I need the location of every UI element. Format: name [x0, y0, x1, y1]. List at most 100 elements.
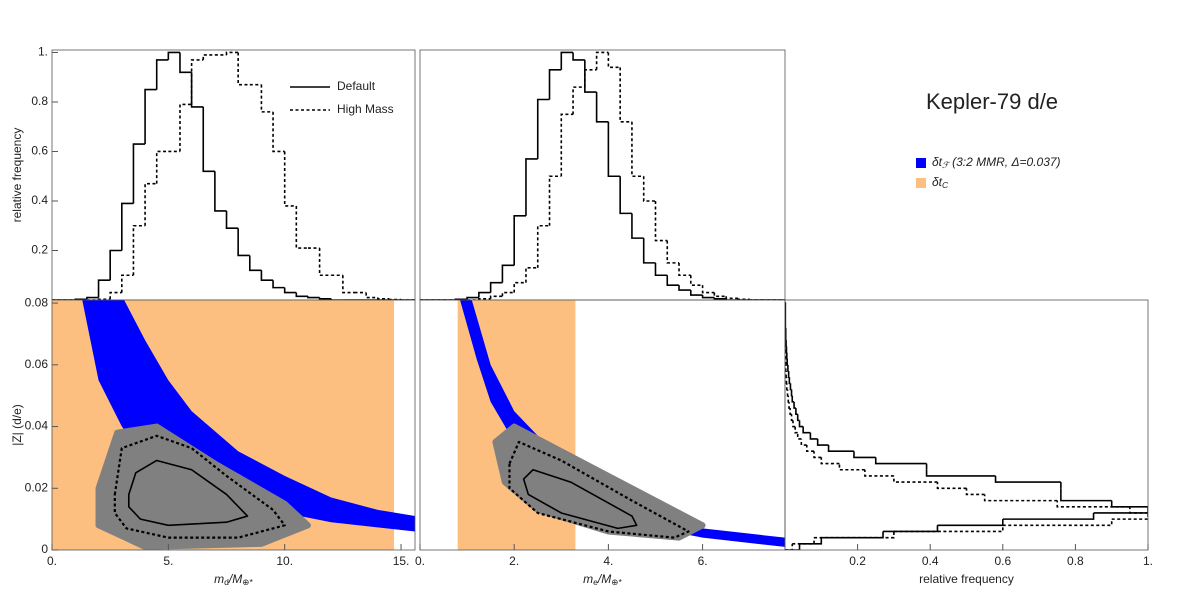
histogram-step [725, 298, 738, 300]
histogram-step [678, 285, 691, 291]
histogram-step [388, 298, 402, 300]
histogram-step [225, 51, 239, 55]
contour [522, 468, 638, 530]
histogram-step [295, 292, 308, 298]
histogram-step [799, 537, 823, 545]
histogram-step [365, 292, 378, 299]
histogram-step [1110, 500, 1148, 508]
x-tick-label: 1. [1143, 554, 1153, 568]
histogram-step [785, 543, 801, 550]
histogram-step [631, 121, 644, 178]
histogram-step [820, 457, 840, 465]
histogram-step [501, 291, 515, 297]
histogram-step [584, 69, 597, 88]
histogram-step [144, 182, 157, 226]
histogram-step [167, 51, 180, 60]
label-part: δt [932, 175, 943, 189]
y-tick-label: 0.2 [31, 243, 48, 257]
histogram-step [109, 291, 122, 300]
histogram-step [283, 287, 297, 294]
x-tick-label: 15. [393, 554, 410, 568]
histogram-step [794, 426, 798, 434]
histogram-step [737, 298, 750, 300]
y-axis-label: |Z| (d/e) [10, 404, 24, 446]
histogram-step [202, 106, 215, 173]
histogram-step [690, 290, 703, 296]
histogram-step [489, 295, 503, 299]
histogram-step [642, 238, 656, 264]
x-tick-label: 10. [276, 554, 293, 568]
label: δtC [932, 175, 949, 190]
histogram-step [466, 296, 479, 300]
histogram-step [642, 176, 656, 202]
histogram-step [283, 151, 297, 207]
histogram-step [800, 438, 807, 446]
histogram-step [937, 519, 1004, 527]
histogram-step [260, 84, 274, 113]
contour [508, 440, 690, 539]
histogram-step [805, 445, 815, 453]
label: δtℱ (3:2 MMR, Δ=0.037) [932, 155, 1061, 170]
histogram-step [713, 292, 727, 298]
y-tick-label: 0.04 [25, 419, 49, 433]
histogram-step [802, 426, 811, 434]
panel [457, 300, 785, 550]
label: me/M⊕* [583, 572, 622, 587]
label-part: C [942, 180, 949, 190]
histogram-step [225, 210, 239, 230]
legend-swatch [916, 158, 926, 168]
frame [419, 49, 786, 301]
x-tick-label: 5. [163, 554, 173, 568]
x-tick-label: 0. [47, 554, 57, 568]
histogram-step [787, 370, 790, 378]
histogram-step [821, 531, 884, 539]
histogram-step [813, 451, 822, 459]
histogram-step [86, 296, 99, 300]
histogram-step [318, 248, 332, 277]
y-tick-label: 0.02 [25, 480, 49, 494]
histogram-step [790, 389, 793, 397]
histogram-step [713, 297, 727, 300]
x-tick-label: 0. [415, 554, 425, 568]
histogram-step [893, 525, 1004, 533]
histogram-step [272, 111, 285, 153]
histogram-step [666, 240, 680, 264]
label-part: d [224, 577, 229, 587]
label-part: /M [597, 572, 611, 586]
histogram-step [501, 264, 515, 283]
histogram-step [883, 525, 939, 533]
histogram-step [121, 274, 134, 293]
contour [127, 459, 249, 527]
histogram-step [202, 54, 215, 60]
histogram-step [619, 176, 632, 215]
x-tick-label: 0.6 [994, 554, 1011, 568]
x-tick-label: 0.4 [922, 554, 939, 568]
histogram-step [983, 494, 1058, 502]
histogram-step [513, 281, 526, 293]
histogram-step [295, 205, 308, 249]
label-part: e [593, 577, 598, 587]
figure-title: Kepler-79 d/e [926, 89, 1058, 114]
panel [785, 302, 1148, 550]
histogram-step [792, 537, 815, 545]
label-part: ⊕* [611, 577, 622, 587]
frame [51, 299, 416, 551]
histogram-step [132, 143, 146, 204]
panel [420, 51, 785, 300]
histogram-step [342, 275, 355, 294]
histogram-step [893, 475, 938, 483]
histogram-step [478, 291, 491, 298]
histogram-step [787, 364, 789, 372]
histogram-step [795, 408, 798, 415]
histogram-step [654, 262, 668, 277]
histogram-step [318, 297, 332, 300]
legend-label: Default [337, 79, 376, 93]
histogram-step [965, 488, 985, 496]
histogram-step [376, 297, 390, 300]
histogram-step [179, 52, 192, 74]
frame [784, 299, 1149, 551]
histogram-step [525, 158, 538, 216]
histogram-step [874, 457, 927, 465]
histogram-step [513, 215, 526, 266]
